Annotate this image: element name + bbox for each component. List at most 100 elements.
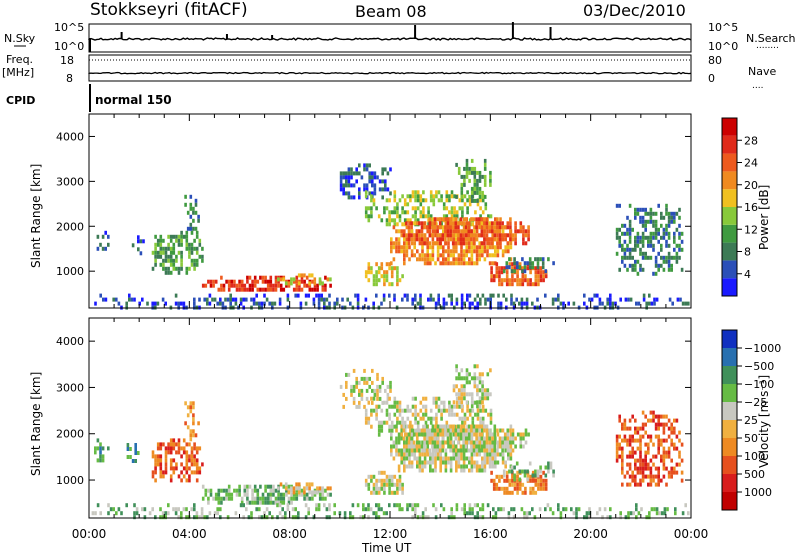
heatmap-cell bbox=[450, 210, 454, 215]
heatmap-cell bbox=[493, 424, 497, 429]
heatmap-cell bbox=[277, 277, 280, 282]
heatmap-cell bbox=[414, 412, 417, 417]
heatmap-cell bbox=[400, 249, 403, 254]
heatmap-cell bbox=[649, 418, 653, 423]
heatmap-cell bbox=[481, 424, 484, 429]
heatmap-cell bbox=[486, 456, 489, 461]
heatmap-cell bbox=[400, 428, 403, 433]
heatmap-cell bbox=[671, 301, 674, 306]
power-heatmap-cells bbox=[94, 158, 690, 310]
heatmap-cell bbox=[431, 249, 435, 254]
heatmap-cell bbox=[159, 458, 163, 463]
heatmap-cell bbox=[521, 269, 524, 274]
heatmap-cell bbox=[660, 247, 663, 252]
heatmap-cell bbox=[498, 282, 501, 287]
heatmap-cell bbox=[478, 388, 482, 393]
heatmap-cell bbox=[380, 486, 384, 491]
heatmap-cell bbox=[577, 507, 581, 512]
heatmap-cell bbox=[542, 270, 545, 275]
heatmap-cell bbox=[463, 503, 466, 508]
heatmap-cell bbox=[673, 255, 676, 260]
heatmap-cell bbox=[247, 515, 251, 520]
heatmap-cell bbox=[454, 444, 458, 449]
heatmap-cell bbox=[400, 229, 403, 234]
heatmap-cell bbox=[410, 424, 414, 429]
heatmap-cell bbox=[398, 482, 402, 487]
heatmap-cell bbox=[509, 221, 512, 226]
heatmap-cell bbox=[491, 456, 494, 461]
heatmap-cell bbox=[490, 278, 493, 283]
heatmap-cell bbox=[294, 507, 297, 512]
heatmap-cell bbox=[471, 416, 475, 421]
heatmap-cell bbox=[510, 469, 514, 474]
heatmap-cell bbox=[252, 297, 256, 302]
heatmap-cell bbox=[436, 436, 439, 441]
heatmap-cell bbox=[376, 396, 379, 401]
heatmap-cell bbox=[242, 297, 245, 302]
heatmap-cell bbox=[159, 262, 163, 267]
heatmap-cell bbox=[429, 245, 432, 250]
heatmap-cell bbox=[372, 301, 375, 306]
heatmap-cell bbox=[156, 462, 160, 467]
heatmap-cell bbox=[431, 424, 435, 429]
heatmap-cell bbox=[440, 194, 443, 199]
heatmap-cell bbox=[455, 396, 459, 401]
heatmap-cell bbox=[390, 249, 393, 254]
heatmap-cell bbox=[488, 428, 491, 433]
heatmap-cell bbox=[460, 174, 464, 179]
heatmap-cell bbox=[634, 243, 637, 248]
heatmap-cell bbox=[392, 444, 396, 449]
heatmap-cell bbox=[360, 392, 364, 397]
heatmap-cell bbox=[476, 392, 479, 397]
heatmap-cell bbox=[511, 448, 515, 453]
heatmap-cell bbox=[388, 222, 391, 227]
heatmap-cell bbox=[649, 478, 653, 483]
heatmap-cell bbox=[339, 187, 343, 192]
heatmap-cell bbox=[177, 301, 180, 306]
heatmap-cell bbox=[657, 466, 660, 471]
heatmap-cell bbox=[465, 158, 469, 163]
heatmap-cell bbox=[485, 444, 489, 449]
heatmap-cell bbox=[159, 470, 163, 475]
heatmap-cell bbox=[172, 458, 176, 463]
nsearch-tick-low: 10^0 bbox=[708, 40, 738, 53]
heatmap-cell bbox=[544, 486, 548, 491]
heatmap-cell bbox=[190, 258, 194, 263]
heatmap-cell bbox=[631, 414, 634, 419]
heatmap-cell bbox=[529, 486, 532, 491]
heatmap-cell bbox=[99, 293, 102, 298]
heatmap-cell bbox=[403, 261, 406, 266]
heatmap-cell bbox=[486, 452, 489, 457]
heatmap-cell bbox=[433, 448, 437, 453]
heatmap-cell bbox=[649, 219, 653, 224]
heatmap-cell bbox=[488, 432, 492, 437]
heatmap-cell bbox=[463, 396, 466, 401]
heatmap-cell bbox=[461, 214, 464, 219]
heatmap-cell bbox=[436, 432, 440, 437]
heatmap-cell bbox=[256, 287, 260, 292]
heatmap-cell bbox=[425, 436, 429, 441]
heatmap-cell bbox=[375, 274, 378, 279]
heatmap-cell bbox=[449, 464, 453, 469]
heatmap-cell bbox=[681, 511, 685, 516]
heatmap-cell bbox=[442, 245, 445, 250]
heatmap-cell bbox=[193, 258, 196, 263]
heatmap-cell bbox=[549, 465, 553, 470]
heatmap-cell bbox=[455, 237, 458, 242]
heatmap-cell bbox=[644, 430, 647, 435]
heatmap-cell bbox=[272, 500, 275, 505]
heatmap-cell bbox=[188, 242, 191, 247]
heatmap-cell bbox=[364, 420, 368, 425]
heatmap-cell bbox=[544, 269, 548, 274]
heatmap-cell bbox=[279, 500, 283, 505]
time-axis-label: Time UT bbox=[361, 541, 412, 554]
heatmap-cell bbox=[436, 237, 439, 242]
heatmap-cell bbox=[483, 241, 486, 246]
heatmap-cell bbox=[414, 210, 417, 215]
heatmap-cell bbox=[405, 456, 409, 461]
heatmap-cell bbox=[201, 258, 204, 263]
heatmap-cell bbox=[628, 474, 632, 479]
heatmap-cell bbox=[441, 448, 445, 453]
heatmap-cell bbox=[492, 478, 496, 483]
heatmap-cell bbox=[308, 283, 312, 288]
